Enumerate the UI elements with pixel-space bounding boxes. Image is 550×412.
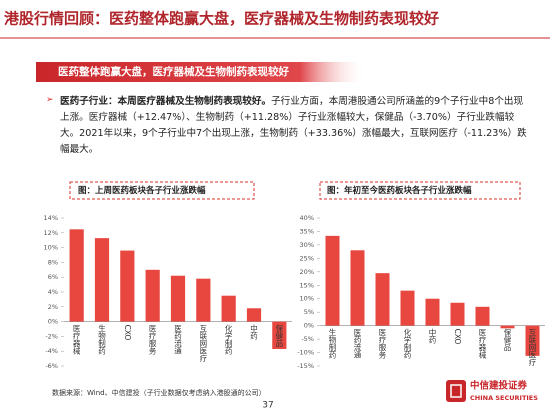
logo-text-en: CHINA SECURITIES: [470, 394, 538, 402]
bar: [525, 325, 540, 356]
bullet-lead: 医药子行业：本周医疗器械及生物制药表现较好。: [60, 96, 272, 107]
bar: [450, 302, 465, 326]
y-tick-label: -15%: [297, 362, 314, 370]
y-tick-label: 8%: [48, 258, 58, 266]
x-tick-label: 保健品: [275, 324, 284, 348]
bar: [325, 235, 340, 326]
x-tick-label: 医疗服务: [378, 328, 387, 360]
x-tick-label: CXO: [123, 325, 132, 341]
banner-bg: [36, 62, 366, 82]
x-tick-label: 医疗器械: [72, 324, 81, 356]
logo-text: 中信建投证券: [470, 380, 528, 392]
y-tick-label: 40%: [300, 214, 314, 222]
bar: [120, 250, 135, 322]
y-tick-label: 30%: [300, 241, 314, 249]
y-tick-label: 25%: [300, 254, 314, 262]
x-tick-label: 医疗器械: [478, 328, 487, 360]
chart-title-box: [319, 181, 521, 200]
bar: [375, 273, 390, 326]
y-tick-label: 5%: [304, 308, 314, 316]
x-tick-label: 医药流通: [173, 324, 182, 356]
bar: [350, 250, 365, 326]
y-tick-label: -5%: [301, 335, 314, 343]
x-tick-label: 互联网医疗: [528, 328, 537, 367]
y-tick-label: 12%: [44, 229, 58, 237]
bullet-text: 子行业方面，本周港股通公司所涵盖的9个子行业中8个出现上涨。医疗器械（+12.4…: [60, 96, 527, 155]
bullet-paragraph: 医药子行业：本周医疗器械及生物制药表现较好。子行业方面，本周港股通公司所涵盖的9…: [60, 94, 530, 158]
x-tick-label: 医疗服务: [148, 324, 157, 356]
bar: [500, 325, 515, 329]
y-tick-label: 20%: [300, 268, 314, 276]
chart-title-box: [69, 181, 255, 200]
bar: [145, 269, 160, 322]
x-tick-label: 化学制药: [224, 323, 233, 356]
x-tick-label: 生物制药: [97, 323, 106, 356]
x-tick-label: 互联网医疗: [199, 324, 208, 363]
x-tick-label: CXO: [453, 329, 462, 345]
y-tick-label: 0%: [48, 318, 58, 326]
y-tick-label: 10%: [44, 244, 58, 252]
y-tick-label: -6%: [45, 362, 58, 370]
bar: [170, 275, 186, 322]
y-tick-label: 2%: [48, 303, 58, 311]
chart-title: 图：年初至今医药板块各子行业涨跌幅: [327, 185, 472, 196]
y-tick-label: 10%: [300, 295, 314, 303]
bar: [272, 321, 287, 349]
x-tick-label: 生物制药: [328, 327, 337, 360]
y-tick-label: 15%: [300, 281, 314, 289]
chart-title: 图：上周医药板块各子行业涨跌幅: [78, 185, 206, 196]
bar: [94, 238, 110, 322]
banner-text: 医药整体跑赢大盘，医疗器械及生物制药表现较好: [58, 65, 289, 78]
y-tick-label: -2%: [45, 332, 58, 340]
y-tick-label: 4%: [48, 288, 58, 296]
bar: [400, 290, 415, 326]
bar: [425, 298, 440, 326]
bar: [69, 229, 84, 322]
x-tick-label: 中药: [428, 327, 437, 345]
x-tick-label: 化学制药: [403, 327, 412, 360]
x-tick-label: 中药: [249, 323, 258, 341]
bullet-arrow: ➢: [46, 95, 54, 105]
y-tick-label: 0%: [304, 322, 314, 330]
y-tick-label: 6%: [48, 273, 58, 281]
bar: [475, 306, 490, 326]
bar: [246, 308, 262, 322]
y-tick-label: 35%: [300, 227, 314, 235]
logo-icon: [446, 380, 466, 402]
y-tick-label: -4%: [45, 347, 58, 355]
bar: [221, 295, 236, 322]
logo-icon-inner: [450, 384, 462, 398]
source-note: 数据来源：Wind、中信建投（子行业数据仅考虑纳入港股通的公司）: [52, 388, 266, 397]
y-tick-label: 14%: [44, 214, 58, 222]
page-title: 港股行情回顾：医药整体跑赢大盘，医疗器械及生物制药表现较好: [4, 10, 439, 28]
x-tick-label: 保健品: [503, 328, 512, 352]
x-tick-label: 医药流通: [353, 328, 362, 360]
y-tick-label: -10%: [297, 349, 314, 357]
bar: [196, 278, 211, 322]
page-number: 37: [262, 401, 273, 411]
